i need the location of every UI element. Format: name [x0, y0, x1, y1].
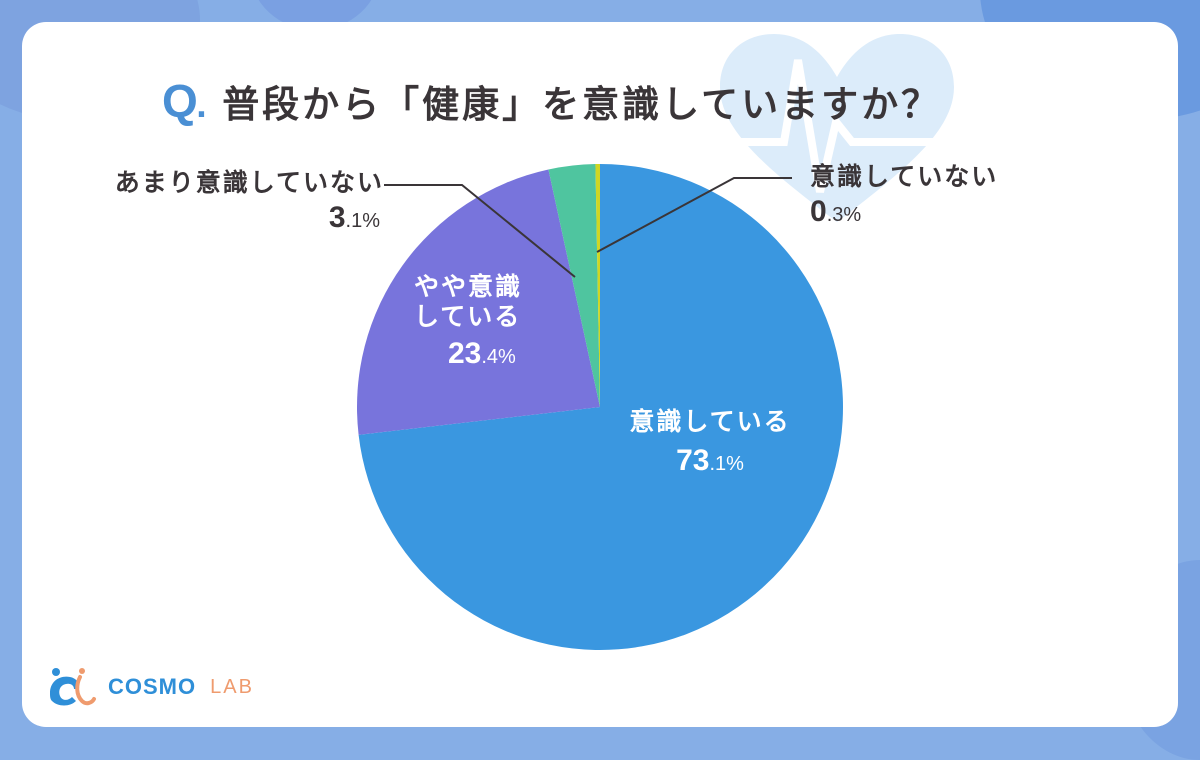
question-text: 普段から「健康」を意識していますか？: [222, 83, 942, 126]
pie-slice: [548, 164, 600, 407]
cosmo-lab-logo-icon: [50, 668, 96, 706]
logo-word-lab: LAB: [210, 675, 254, 698]
cosmo-lab-logo: COSMO LAB: [46, 667, 254, 707]
pie-slice: [595, 164, 600, 407]
label-ishiki-shiteiru: 意識している 73.1%: [629, 407, 791, 477]
leader-line-s2: [384, 184, 576, 278]
chart-card: Q . 普段から「健康」を意識していますか？ 意識している 73.1% やや意識…: [22, 22, 1178, 727]
leader-line-s3: [596, 177, 792, 253]
logo-word-cosmo: COSMO: [108, 674, 197, 699]
pie-slice: [357, 169, 600, 435]
q-mark: Q: [162, 75, 198, 127]
pie-slice: [358, 164, 843, 650]
label-ishiki-shiteinai: 意識していない 0.3%: [810, 162, 999, 228]
label-yaya-ishiki: やや意識 している 23.4%: [414, 272, 523, 370]
heart-pulse-icon: [720, 34, 954, 222]
q-dot: .: [195, 90, 211, 125]
pie-slices: [357, 164, 843, 650]
question-title: Q . 普段から「健康」を意識していますか？: [162, 74, 941, 134]
pie-chart: [357, 164, 843, 650]
label-amari-ishiki: あまり意識していない 3.1%: [114, 168, 384, 234]
